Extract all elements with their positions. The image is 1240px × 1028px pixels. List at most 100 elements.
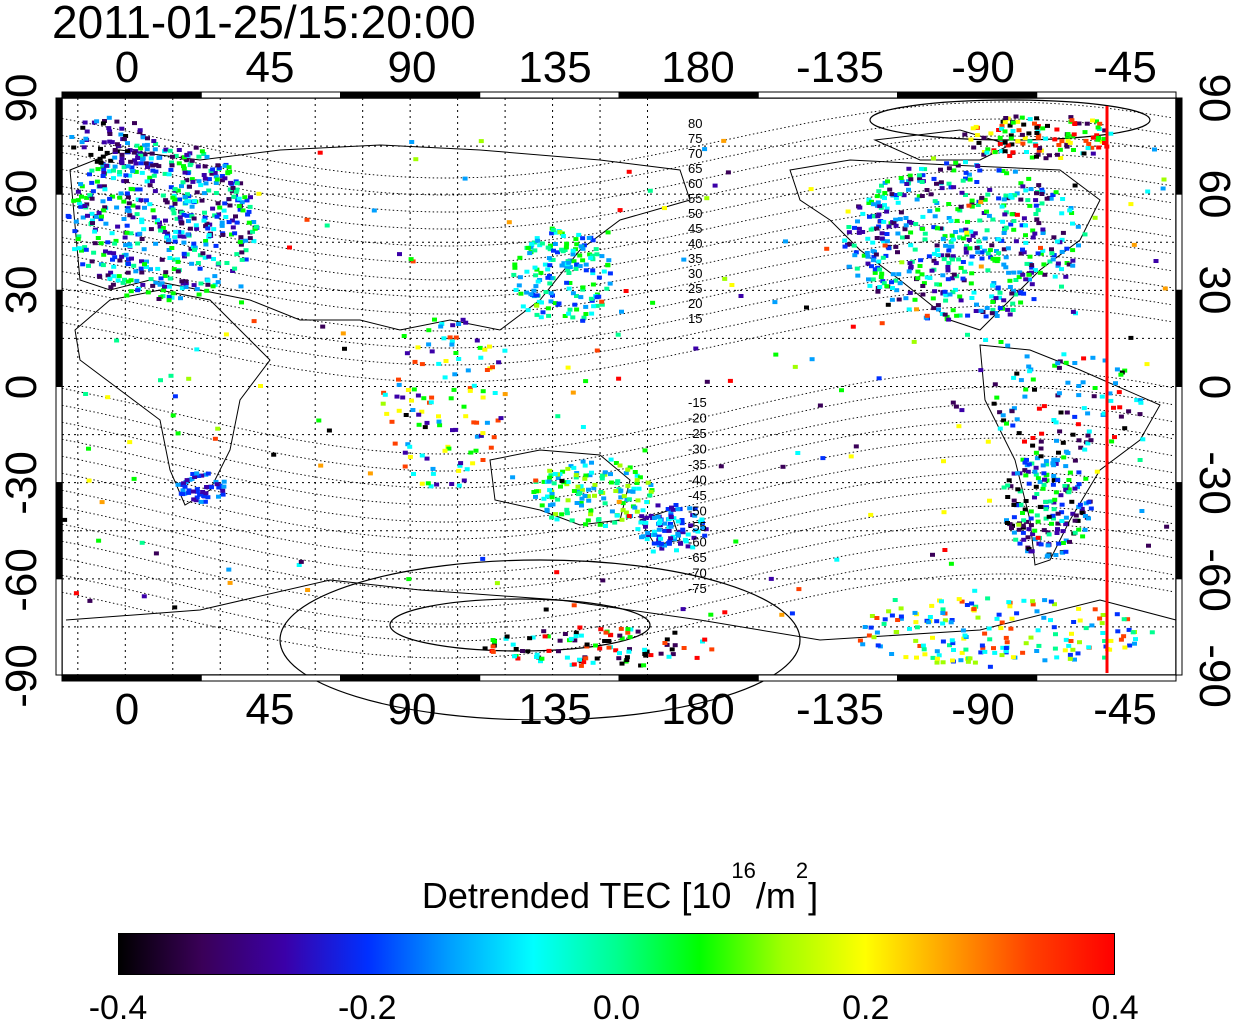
tec-data-pixel: [634, 478, 640, 483]
tec-data-pixel: [101, 184, 107, 189]
tec-data-pixel: [92, 241, 98, 246]
tec-data-pixel: [949, 638, 955, 643]
tec-data-pixel: [578, 295, 584, 300]
tec-data-pixel: [632, 470, 638, 474]
tec-data-pixel: [1053, 420, 1059, 425]
top-longitude-label: -45: [1093, 43, 1157, 92]
tec-data-pixel: [721, 138, 727, 143]
top-longitude-label: 0: [114, 43, 140, 92]
tec-data-pixel: [231, 194, 237, 199]
tec-data-pixel: [1065, 380, 1071, 385]
tec-data-pixel: [560, 469, 566, 474]
tec-data-pixel: [969, 204, 975, 209]
tec-data-pixel: [1043, 156, 1049, 161]
tec-data-pixel: [1049, 247, 1054, 252]
tec-data-pixel: [984, 228, 990, 233]
tec-data-pixel: [1090, 355, 1096, 360]
tec-data-pixel: [126, 279, 131, 284]
tec-data-pixel: [527, 251, 533, 256]
tec-data-pixel: [196, 154, 202, 159]
tec-data-pixel: [550, 293, 555, 298]
tec-data-pixel: [162, 284, 167, 289]
tec-data-pixel: [627, 635, 633, 640]
tec-data-pixel: [189, 204, 195, 209]
tec-data-pixel: [216, 166, 222, 170]
tec-data-pixel: [145, 165, 150, 169]
tec-data-pixel: [704, 196, 710, 201]
tec-data-pixel: [1086, 429, 1092, 434]
tec-data-pixel: [1082, 447, 1088, 452]
tec-data-pixel: [179, 221, 185, 226]
tec-data-pixel: [130, 215, 136, 220]
tec-data-pixel: [1004, 421, 1009, 426]
tec-data-pixel: [1070, 258, 1076, 263]
left-latitude-label: 60: [0, 169, 46, 219]
tec-data-pixel: [942, 234, 948, 239]
tec-data-pixel: [147, 183, 153, 188]
tec-data-pixel: [233, 214, 238, 219]
tec-data-pixel: [935, 303, 941, 308]
tec-data-pixel: [1037, 504, 1043, 509]
tec-data-pixel: [904, 235, 910, 240]
tec-data-pixel: [597, 522, 603, 527]
tec-data-pixel: [246, 220, 252, 225]
tec-data-pixel: [664, 637, 670, 642]
tec-data-pixel: [590, 268, 596, 273]
tec-data-pixel: [998, 626, 1004, 631]
tec-data-pixel: [1005, 307, 1011, 312]
tec-data-pixel: [401, 334, 407, 338]
tec-data-pixel: [1033, 484, 1039, 489]
tec-data-pixel: [612, 520, 618, 525]
tec-data-pixel: [1020, 247, 1025, 252]
tec-data-pixel: [528, 245, 534, 250]
tec-data-pixel: [1043, 136, 1049, 141]
tec-data-pixel: [171, 267, 177, 272]
tec-data-pixel: [1137, 398, 1143, 403]
tec-data-pixel: [722, 276, 728, 281]
tec-data-pixel: [520, 304, 526, 309]
tec-data-pixel: [960, 236, 966, 241]
tec-data-pixel: [199, 149, 205, 154]
tec-data-pixel: [177, 234, 183, 239]
tec-data-pixel: [162, 229, 168, 234]
tec-data-pixel: [224, 261, 230, 265]
tec-data-pixel: [470, 461, 476, 466]
tec-data-pixel: [855, 219, 860, 224]
continent-coastline: [979, 344, 1161, 566]
tec-data-pixel: [1086, 141, 1092, 146]
tec-data-pixel: [583, 473, 589, 478]
tec-data-pixel: [804, 305, 809, 310]
tec-data-pixel: [659, 546, 665, 551]
tec-data-pixel: [128, 231, 134, 236]
tec-data-pixel: [237, 240, 243, 245]
tec-data-pixel: [924, 313, 930, 318]
tec-data-pixel: [127, 213, 133, 218]
tec-data-pixel: [201, 152, 207, 156]
tec-data-pixel: [1001, 262, 1007, 267]
tec-data-pixel: [958, 265, 964, 270]
tec-data-pixel: [1055, 511, 1061, 516]
tec-data-pixel: [919, 272, 925, 277]
tec-data-pixel: [216, 494, 221, 499]
tec-data-pixel: [884, 206, 890, 211]
tec-data-pixel: [636, 486, 642, 491]
right-latitude-label: -60: [1190, 548, 1239, 612]
tec-data-pixel: [196, 474, 202, 478]
tec-data-pixel: [545, 306, 551, 311]
tec-data-pixel: [125, 206, 131, 211]
contour-label: 35: [688, 251, 702, 266]
tec-data-pixel: [1137, 412, 1143, 417]
tec-data-pixel: [693, 346, 699, 351]
tec-data-pixel: [1076, 527, 1082, 532]
tec-data-pixel: [852, 225, 857, 230]
tec-data-pixel: [580, 236, 586, 241]
tec-data-pixel: [1008, 194, 1014, 199]
tec-data-pixel: [234, 181, 240, 186]
tec-data-pixel: [394, 394, 400, 399]
tec-data-pixel: [913, 638, 919, 643]
tec-data-pixel: [182, 194, 188, 199]
tec-data-pixel: [1034, 513, 1040, 518]
tec-data-pixel: [601, 269, 607, 274]
tec-data-pixel: [389, 419, 395, 424]
tec-data-pixel: [205, 278, 211, 283]
